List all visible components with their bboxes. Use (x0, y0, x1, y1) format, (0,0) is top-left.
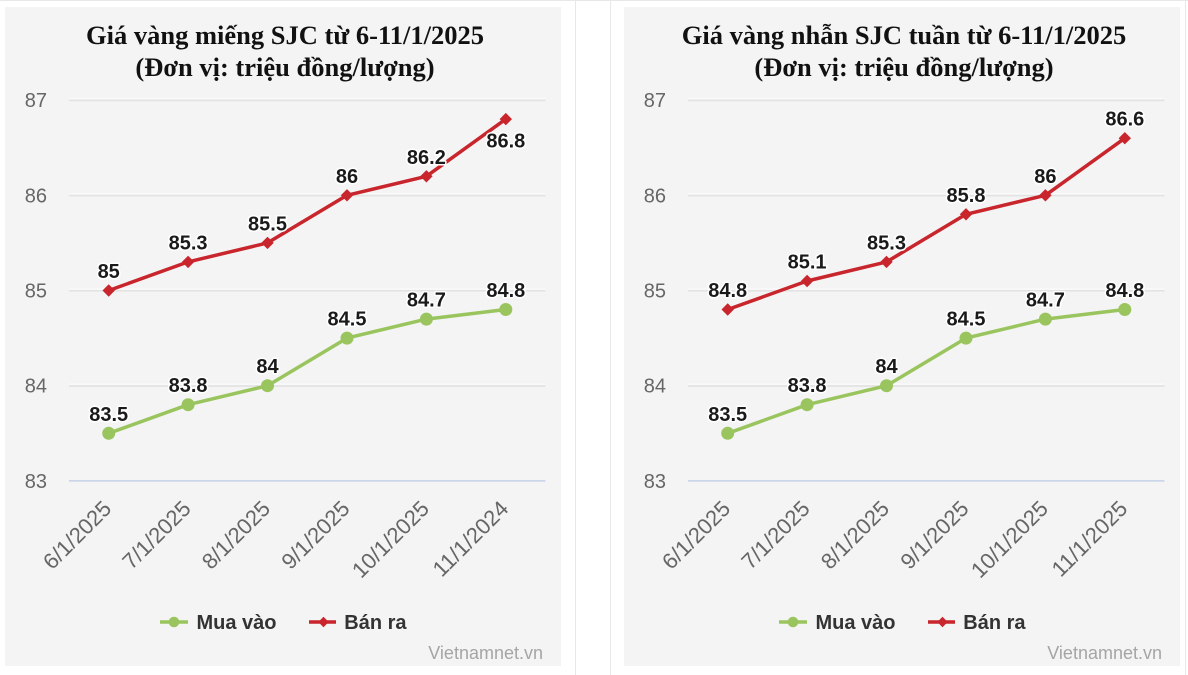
svg-text:86.8: 86.8 (486, 131, 525, 153)
svg-text:84.8: 84.8 (708, 280, 747, 302)
svg-text:Vietnamnet.vn: Vietnamnet.vn (1047, 643, 1162, 663)
svg-text:(Đơn vị: triệu đồng/lượng): (Đơn vị: triệu đồng/lượng) (135, 52, 434, 82)
svg-text:83: 83 (644, 471, 666, 493)
svg-text:Giá vàng miếng SJC từ 6-11/1/2: Giá vàng miếng SJC từ 6-11/1/2025 (86, 20, 484, 50)
svg-text:87: 87 (644, 90, 666, 112)
svg-text:84.8: 84.8 (486, 280, 525, 302)
svg-text:86.2: 86.2 (407, 147, 446, 169)
svg-text:86: 86 (644, 185, 666, 207)
svg-text:86: 86 (336, 166, 358, 188)
svg-text:84.5: 84.5 (328, 309, 367, 331)
svg-text:84.7: 84.7 (1026, 290, 1065, 312)
svg-text:84: 84 (25, 376, 47, 398)
svg-text:85.1: 85.1 (788, 252, 827, 274)
svg-text:Mua vào: Mua vào (816, 612, 896, 634)
svg-text:85: 85 (25, 281, 47, 303)
svg-text:(Đơn vị: triệu đồng/lượng): (Đơn vị: triệu đồng/lượng) (754, 52, 1053, 82)
svg-text:85.5: 85.5 (248, 213, 287, 235)
svg-text:87: 87 (25, 90, 47, 112)
svg-text:85.8: 85.8 (947, 185, 986, 207)
svg-text:86: 86 (1034, 166, 1056, 188)
svg-text:86: 86 (25, 185, 47, 207)
svg-text:84: 84 (256, 356, 279, 378)
svg-text:83.8: 83.8 (169, 375, 208, 397)
svg-text:Bán ra: Bán ra (344, 612, 407, 634)
svg-text:85: 85 (98, 261, 120, 283)
svg-text:85.3: 85.3 (169, 232, 208, 254)
svg-text:85: 85 (644, 281, 666, 303)
svg-text:84: 84 (644, 376, 666, 398)
svg-text:Bán ra: Bán ra (963, 612, 1026, 634)
svg-text:83.8: 83.8 (788, 375, 827, 397)
svg-text:84.8: 84.8 (1105, 280, 1144, 302)
svg-text:84: 84 (875, 356, 898, 378)
svg-text:83.5: 83.5 (708, 404, 747, 426)
svg-text:86.6: 86.6 (1105, 109, 1144, 131)
svg-text:Mua vào: Mua vào (197, 612, 277, 634)
svg-text:84.7: 84.7 (407, 290, 446, 312)
svg-text:Giá vàng nhẫn SJC tuần từ 6-11: Giá vàng nhẫn SJC tuần từ 6-11/1/2025 (682, 20, 1126, 50)
svg-text:85.3: 85.3 (867, 232, 906, 254)
svg-text:84.5: 84.5 (947, 309, 986, 331)
svg-text:Vietnamnet.vn: Vietnamnet.vn (428, 643, 543, 663)
svg-text:83: 83 (25, 471, 47, 493)
svg-text:83.5: 83.5 (89, 404, 128, 426)
